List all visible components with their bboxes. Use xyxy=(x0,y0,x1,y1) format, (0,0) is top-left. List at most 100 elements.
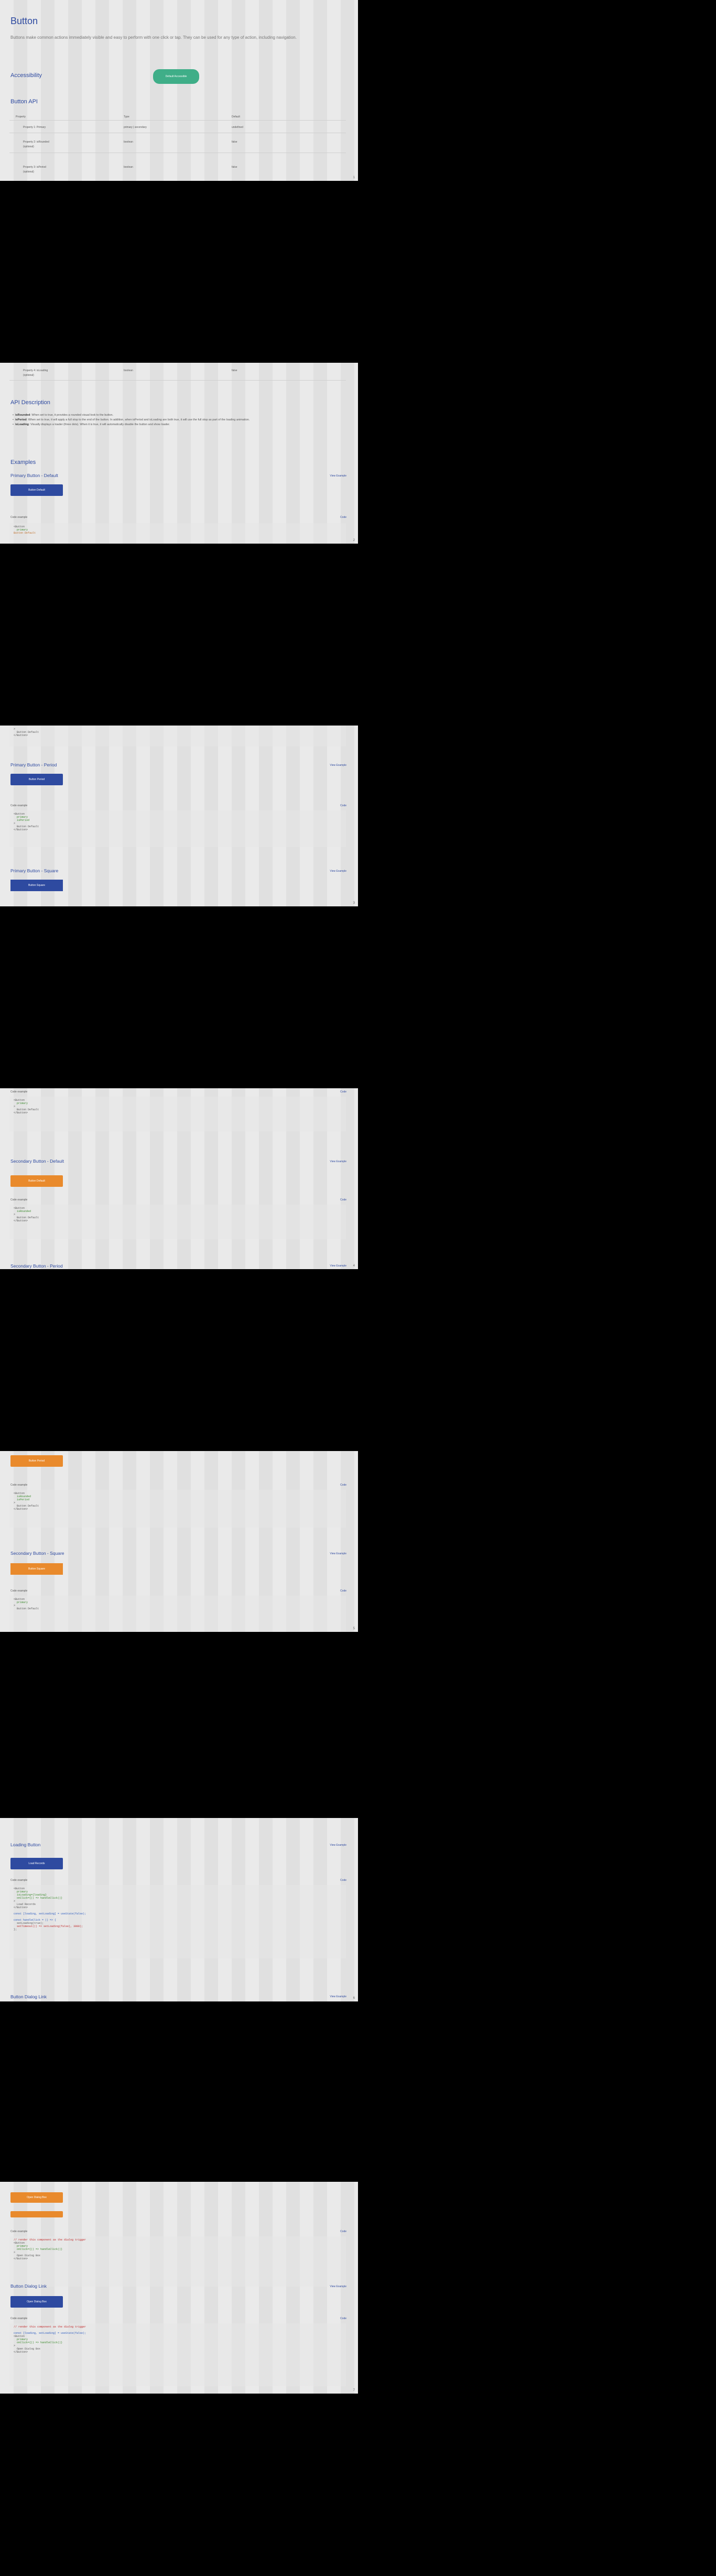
code-snippet: <Button primary Button Default xyxy=(14,525,36,535)
primary-period-button[interactable]: Button Period xyxy=(10,774,63,785)
api-row-type: primary | secondary xyxy=(124,126,147,129)
api-row-name: Property 2: isRounded xyxy=(23,140,49,144)
list-item: isPeriod: When set to true, it will appl… xyxy=(13,418,348,423)
code-block: <Button primary isPeriod > Button Defaul… xyxy=(9,810,346,847)
code-block: <Button primary isLoading={loading} onCl… xyxy=(9,1885,346,1958)
examples-heading: Examples xyxy=(10,459,36,466)
page-title: Button xyxy=(10,16,38,26)
list-item: isLoading: Visually displays a loader (t… xyxy=(13,423,348,427)
code-example-label: Code example xyxy=(10,804,28,807)
open-dialog-button[interactable]: Open Dialog Box xyxy=(10,2296,63,2308)
doc-page-1: Button Buttons make common actions immed… xyxy=(0,0,358,181)
page-number: 4 xyxy=(353,1264,355,1268)
copy-code-link[interactable]: Code xyxy=(340,1198,346,1202)
code-block: <Button isRounded > Button Default </But… xyxy=(9,1205,346,1239)
view-example-link[interactable]: View Example xyxy=(330,1264,346,1268)
secondary-period-button[interactable]: Button Period xyxy=(10,1455,63,1467)
api-row: Property 4: isLoading (optional) boolean… xyxy=(9,367,346,381)
api-row-default: false xyxy=(232,369,237,372)
api-row-name: Property 3: isPeriod xyxy=(23,166,46,169)
code-block: // render this component as the dialog t… xyxy=(9,2236,346,2287)
view-example-link[interactable]: View Example xyxy=(330,474,346,478)
example-title: Button Dialog Link xyxy=(10,2283,47,2289)
page-intro: Buttons make common actions immediately … xyxy=(10,35,297,40)
view-example-link[interactable]: View Example xyxy=(330,764,346,767)
example-title: Primary Button - Default xyxy=(10,473,58,478)
page-number: 5 xyxy=(353,1627,355,1630)
api-row-note: (optional) xyxy=(23,374,34,377)
code-block: <Button primary > Button Default xyxy=(9,1596,346,1632)
api-row-default: false xyxy=(232,140,237,144)
view-example-link[interactable]: View Example xyxy=(330,1995,346,1998)
api-description-heading: API Description xyxy=(10,399,50,406)
code-snippet: <Button primary > Button Default </Butto… xyxy=(14,1099,39,1114)
load-records-button[interactable]: Load Records xyxy=(10,1858,63,1869)
view-example-link[interactable]: View Example xyxy=(330,1552,346,1555)
api-row-type: boolean xyxy=(124,369,133,372)
secondary-default-button[interactable]: Button Default xyxy=(10,1175,63,1187)
code-example-label: Code example xyxy=(10,1589,28,1593)
example-title: Primary Button - Square xyxy=(10,868,59,873)
copy-code-link[interactable]: Code xyxy=(340,2317,346,2320)
doc-page-6: Loading Button View Example Load Records… xyxy=(0,1818,358,2001)
api-row: Property 2: isRounded (optional) boolean… xyxy=(9,138,346,153)
doc-page-4: Code example Code <Button primary > Butt… xyxy=(0,1088,358,1269)
view-example-link[interactable]: View Example xyxy=(330,1160,346,1163)
doc-page-5: Button Period Code example Code <Button … xyxy=(0,1451,358,1632)
code-example-label: Code example xyxy=(10,2230,28,2233)
page-number: 1 xyxy=(353,176,355,179)
api-row-default: false xyxy=(232,166,237,169)
view-example-link[interactable]: View Example xyxy=(330,870,346,873)
api-row-default: undefined xyxy=(232,126,243,129)
primary-square-button[interactable]: Button Square xyxy=(10,880,63,891)
code-snippet: // render this component as the dialog t… xyxy=(14,2325,86,2354)
code-snippet: <Button isRounded > Button Default </But… xyxy=(14,1207,39,1222)
primary-default-button[interactable]: Button Default xyxy=(10,484,63,496)
api-description-list: isRounded: When set to true, it provides… xyxy=(13,413,348,427)
code-example-label: Code example xyxy=(10,1879,28,1882)
api-col-property: Property xyxy=(16,115,26,118)
copy-code-link[interactable]: Code xyxy=(340,1484,346,1487)
api-row-note: (optional) xyxy=(23,145,34,148)
code-block: > Button Default </Button> xyxy=(9,726,346,746)
copy-code-link[interactable]: Code xyxy=(340,804,346,807)
example-title: Button Dialog Link xyxy=(10,1994,47,1999)
copy-code-link[interactable]: Code xyxy=(340,516,346,519)
code-snippet: <Button primary isPeriod > Button Defaul… xyxy=(14,813,39,831)
code-example-label: Code example xyxy=(10,1198,28,1202)
page-number: 7 xyxy=(353,2389,355,2392)
copy-code-link[interactable]: Code xyxy=(340,2230,346,2233)
code-snippet: <Button primary > Button Default xyxy=(14,1598,39,1610)
example-title: Secondary Button - Period xyxy=(10,1263,63,1269)
accessible-button[interactable]: Default Accessible xyxy=(153,69,199,84)
code-snippet: > Button Default </Button> xyxy=(14,728,39,737)
view-example-link[interactable]: View Example xyxy=(330,1844,346,1847)
api-col-default: Default xyxy=(232,115,240,118)
code-block: <Button primary > Button Default </Butto… xyxy=(9,1097,346,1131)
doc-page-2: Property 4: isLoading (optional) boolean… xyxy=(0,363,358,544)
dialog-trigger-button[interactable]: Open Dialog Box xyxy=(10,2192,63,2203)
doc-page-7: Open Dialog Box Code example Code // ren… xyxy=(0,2182,358,2394)
list-item: isRounded: When set to true, it provides… xyxy=(13,413,348,418)
example-title: Loading Button xyxy=(10,1842,41,1847)
code-example-label: Code example xyxy=(10,2317,28,2320)
doc-page-3: > Button Default </Button> Primary Butto… xyxy=(0,726,358,906)
code-example-label: Code example xyxy=(10,516,28,519)
view-example-link[interactable]: View Example xyxy=(330,2285,346,2288)
code-example-label: Code example xyxy=(10,1484,28,1487)
example-title: Secondary Button - Square xyxy=(10,1551,64,1556)
code-snippet: <Button primary isLoading={loading} onCl… xyxy=(14,1887,86,1931)
copy-code-link[interactable]: Code xyxy=(340,1589,346,1593)
api-heading: Button API xyxy=(10,99,38,105)
page-number: 3 xyxy=(353,902,355,905)
example-title: Primary Button - Period xyxy=(10,762,57,767)
copy-code-link[interactable]: Code xyxy=(340,1879,346,1882)
code-block: // render this component as the dialog t… xyxy=(9,2323,346,2386)
api-header-row: Property Type Default xyxy=(9,113,346,121)
copy-code-link[interactable]: Code xyxy=(340,1090,346,1094)
secondary-square-button[interactable]: Button Square xyxy=(10,1563,63,1575)
code-block: <Button isRounded isPeriod > Button Defa… xyxy=(9,1490,346,1528)
api-row: Property 1: Primary primary | secondary … xyxy=(9,124,346,133)
api-row-type: boolean xyxy=(124,166,133,169)
code-example-label: Code example xyxy=(10,1090,28,1094)
